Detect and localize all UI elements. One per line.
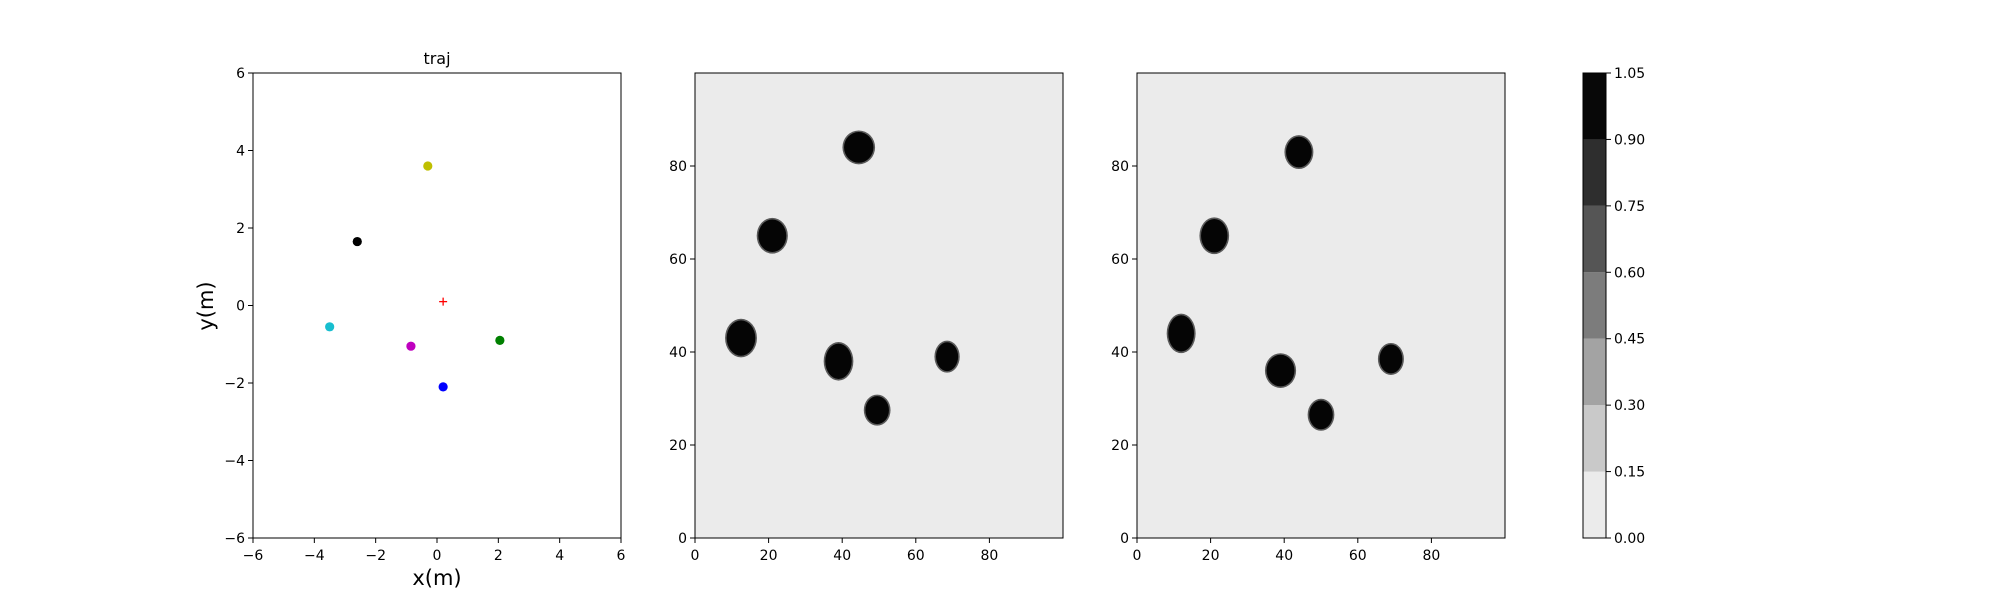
panel3-frame (1136, 72, 1506, 539)
colorbar-ticks: 0.00 0.15 0.30 0.45 0.60 0.75 0.90 1.05 (1606, 66, 1645, 547)
panel3-ytick-label-0: 0 (1120, 531, 1129, 547)
panel3-blob-0 (1286, 136, 1312, 168)
colorbar-tick-label-4: 0.60 (1614, 265, 1645, 281)
panel3-ticks: 0 20 40 60 80 0 20 40 60 80 (1111, 159, 1440, 564)
panel3-ytick-label-1: 20 (1111, 438, 1129, 454)
panel1-frame (252, 72, 622, 539)
panel1-xtick-label-0: −6 (243, 548, 264, 564)
panel2-xtick-label-1: 20 (760, 548, 778, 564)
panel3-xtick-label-4: 80 (1422, 548, 1440, 564)
colorbar-tick-label-7: 1.05 (1614, 66, 1645, 82)
panel2-blob-2 (726, 320, 756, 356)
panel2-ytick-label-3: 60 (669, 252, 687, 268)
panel2-ticks: 0 20 40 60 80 0 20 40 60 80 (669, 159, 998, 564)
panel2-blob-5 (865, 396, 889, 425)
heatmap-panel-2: 0 20 40 60 80 0 20 40 60 80 (1111, 72, 1506, 564)
colorbar-segment-0 (1583, 471, 1606, 538)
panel3-xtick-label-1: 20 (1202, 548, 1220, 564)
colorbar-segment-3 (1583, 272, 1606, 339)
panel1-ytick-label-0: −6 (224, 531, 245, 547)
colorbar-segment-1 (1583, 405, 1606, 472)
colorbar-segment-4 (1583, 205, 1606, 273)
panel3-blob-2 (1168, 315, 1195, 352)
panel3-plot-area (1137, 73, 1505, 538)
panel3-marks (1166, 135, 1404, 431)
panel1-xtick-label-6: 6 (617, 548, 626, 564)
panel2-marks (725, 130, 960, 426)
colorbar-tick-label-5: 0.75 (1614, 199, 1645, 215)
colorbar-tick-label-0: 0.00 (1614, 531, 1645, 547)
panel2-xtick-label-0: 0 (691, 548, 700, 564)
panel3-ytick-label-4: 80 (1111, 159, 1129, 175)
panel2-xtick-label-2: 40 (833, 548, 851, 564)
colorbar-segments (1583, 73, 1606, 538)
panel3-blob-5 (1309, 400, 1333, 430)
panel1-point-5 (438, 382, 448, 392)
panel1-point-1 (352, 236, 362, 247)
panel3-blob-3 (1266, 354, 1295, 387)
panel1-ytick-label-5: 4 (236, 144, 245, 160)
panel2-blob-0 (844, 132, 874, 163)
panel3-ytick-label-3: 60 (1111, 252, 1129, 268)
panel1-xtick-label-4: 2 (494, 548, 503, 564)
panel1-point-3 (406, 341, 416, 351)
panel1-point-2 (325, 322, 335, 332)
panel1-point-0 (423, 161, 433, 171)
traj-scatter-panel: traj −6 −4 −2 0 2 4 6 −6 −4 −2 0 2 4 6 x(m) y(m) (194, 49, 626, 590)
panel1-xtick-label-2: −2 (365, 548, 386, 564)
panel3-xtick-label-0: 0 (1133, 548, 1142, 564)
colorbar: 0.00 0.15 0.30 0.45 0.60 0.75 0.90 1.05 (1582, 66, 1645, 547)
panel1-marks (325, 161, 505, 392)
panel1-title: traj (423, 49, 450, 68)
panel1-ytick-label-3: 0 (236, 299, 245, 315)
panel1-point-4 (495, 335, 505, 345)
panel2-xtick-label-3: 60 (907, 548, 925, 564)
panel2-xtick-label-4: 80 (980, 548, 998, 564)
panel2-blob-1 (758, 219, 787, 253)
panel1-ytick-label-2: −2 (224, 376, 245, 392)
colorbar-tick-label-3: 0.45 (1614, 332, 1645, 348)
colorbar-segment-5 (1583, 139, 1606, 206)
panel1-xtick-label-3: 0 (433, 548, 442, 564)
colorbar-tick-label-2: 0.30 (1614, 398, 1645, 414)
colorbar-segment-2 (1583, 338, 1606, 406)
panel1-xtick-label-5: 4 (555, 548, 564, 564)
panel2-ytick-label-4: 80 (669, 159, 687, 175)
panel3-blob-1 (1201, 219, 1228, 253)
panel1-plot-area (253, 73, 621, 538)
panel1-xtick-label-1: −4 (304, 548, 325, 564)
panel1-ylabel: y(m) (194, 281, 218, 330)
panel2-frame (694, 72, 1064, 539)
panel2-ytick-label-1: 20 (669, 438, 687, 454)
panel2-ytick-label-2: 40 (669, 345, 687, 361)
panel1-ytick-label-4: 2 (236, 221, 245, 237)
heatmap-panel-1: 0 20 40 60 80 0 20 40 60 80 (669, 72, 1064, 564)
colorbar-frame (1582, 72, 1607, 539)
panel3-xtick-label-3: 60 (1349, 548, 1367, 564)
panel1-ytick-label-1: −4 (224, 454, 245, 470)
panel1-xlabel: x(m) (412, 566, 461, 590)
colorbar-tick-label-1: 0.15 (1614, 465, 1645, 481)
colorbar-tick-label-6: 0.90 (1614, 132, 1645, 148)
panel3-blob-4 (1379, 344, 1403, 374)
panel1-ticks: −6 −4 −2 0 2 4 6 −6 −4 −2 0 2 4 6 (224, 66, 625, 564)
panel2-ytick-label-0: 0 (678, 531, 687, 547)
panel2-blob-4 (936, 342, 959, 372)
panel1-point-6 (439, 297, 448, 306)
colorbar-segment-6 (1583, 73, 1606, 140)
panel3-xtick-label-2: 40 (1275, 548, 1293, 564)
panel2-blob-3 (825, 343, 852, 379)
panel1-ytick-label-6: 6 (236, 66, 245, 82)
panel2-plot-area (695, 73, 1063, 538)
panel3-ytick-label-2: 40 (1111, 345, 1129, 361)
